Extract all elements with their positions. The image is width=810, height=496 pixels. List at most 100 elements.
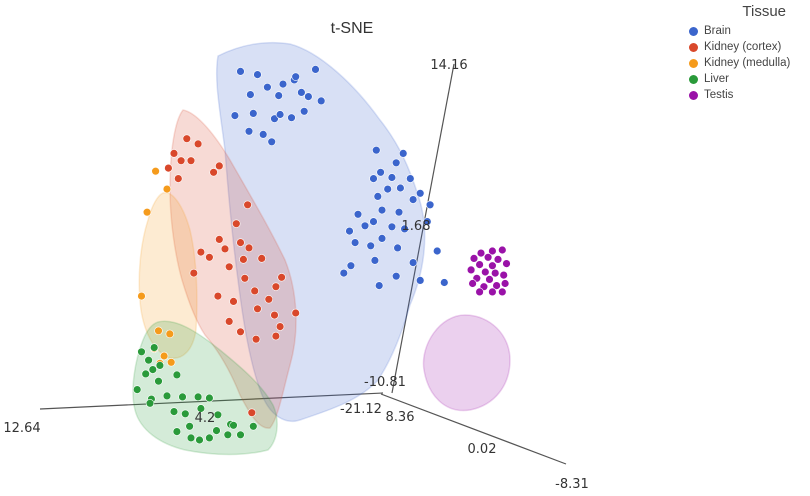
point-testis-19 — [475, 287, 484, 297]
point-liver-18 — [213, 410, 223, 419]
legend-item-brain[interactable]: Brain — [689, 23, 804, 39]
point-testis-6 — [475, 260, 484, 269]
point-brain-8 — [297, 88, 306, 97]
point-kidney-cortex-30 — [225, 317, 234, 326]
point-brain-47 — [366, 241, 375, 251]
point-kidney-cortex-35 — [251, 335, 261, 344]
point-brain-40 — [387, 222, 397, 232]
point-kidney-cortex-19 — [225, 262, 234, 271]
legend-swatch-kidney-cortex — [689, 42, 698, 52]
point-brain-11 — [274, 91, 283, 100]
point-brain-51 — [339, 268, 348, 278]
point-kidney-cortex-32 — [275, 322, 285, 331]
point-liver-10 — [162, 391, 172, 401]
point-kidney-cortex-28 — [253, 304, 262, 313]
point-liver-5 — [141, 369, 150, 379]
point-kidney-medulla-4 — [154, 326, 163, 335]
point-brain-28 — [396, 183, 405, 193]
point-brain-52 — [392, 272, 401, 281]
point-brain-48 — [370, 256, 380, 265]
point-brain-4 — [263, 82, 272, 92]
point-kidney-cortex-27 — [229, 297, 238, 306]
point-brain-17 — [275, 110, 285, 119]
point-brain-39 — [360, 221, 370, 231]
point-kidney-medulla-9 — [167, 358, 176, 367]
point-testis-7 — [488, 261, 497, 270]
point-kidney-cortex-4 — [186, 156, 196, 165]
point-testis-18 — [500, 279, 510, 288]
legend-item-kidney-medulla[interactable]: Kidney (medulla) — [689, 55, 804, 71]
point-liver-21 — [212, 426, 221, 435]
point-brain-33 — [425, 200, 435, 210]
hull-kidney-cortex — [169, 109, 297, 429]
tick-label-z-mid: 0.02 — [468, 442, 497, 457]
point-testis-1 — [488, 246, 497, 256]
point-testis-9 — [466, 265, 476, 275]
legend-label-kidney-medulla: Kidney (medulla) — [704, 57, 791, 69]
point-kidney-cortex-23 — [271, 282, 281, 291]
hull-brain — [215, 41, 426, 422]
point-brain-26 — [387, 173, 397, 182]
point-liver-16 — [181, 409, 190, 418]
point-liver-23 — [236, 430, 245, 439]
point-kidney-medulla-0 — [151, 167, 160, 176]
point-brain-45 — [393, 243, 402, 253]
point-liver-17 — [196, 404, 206, 413]
point-kidney-cortex-29 — [270, 310, 279, 320]
point-kidney-cortex-17 — [239, 255, 248, 264]
point-brain-21 — [372, 146, 381, 155]
point-brain-37 — [369, 217, 378, 226]
point-testis-3 — [469, 254, 479, 263]
point-kidney-cortex-24 — [250, 286, 259, 296]
point-testis-17 — [492, 281, 501, 290]
point-brain-46 — [433, 246, 442, 256]
point-testis-14 — [485, 275, 494, 284]
point-kidney-cortex-7 — [209, 168, 218, 177]
legend-swatch-kidney-medulla — [689, 58, 698, 68]
point-kidney-cortex-34 — [271, 331, 281, 341]
point-brain-5 — [278, 79, 288, 89]
point-kidney-cortex-0 — [182, 134, 192, 143]
point-liver-25 — [186, 433, 196, 443]
point-kidney-cortex-22 — [277, 273, 286, 282]
legend-swatch-testis — [689, 90, 698, 100]
point-brain-32 — [408, 195, 418, 204]
point-brain-54 — [375, 281, 384, 290]
point-brain-34 — [377, 205, 387, 215]
legend-item-testis[interactable]: Testis — [689, 87, 804, 103]
point-brain-36 — [394, 208, 404, 217]
tick-label-z-min: -8.31 — [555, 477, 589, 492]
point-testis-0 — [476, 248, 486, 258]
point-brain-15 — [270, 114, 279, 123]
point-kidney-medulla-3 — [137, 291, 146, 301]
point-kidney-cortex-2 — [169, 149, 179, 158]
point-testis-20 — [488, 287, 497, 297]
point-kidney-medulla-7 — [159, 351, 169, 361]
point-kidney-cortex-12 — [196, 247, 206, 257]
point-kidney-cortex-10 — [232, 219, 241, 228]
point-testis-5 — [493, 255, 503, 264]
point-brain-24 — [376, 168, 385, 177]
point-brain-6 — [291, 72, 300, 81]
point-brain-27 — [406, 174, 415, 183]
point-testis-12 — [499, 270, 508, 280]
point-testis-21 — [498, 287, 507, 297]
point-kidney-cortex-18 — [257, 254, 266, 263]
legend-item-liver[interactable]: Liver — [689, 71, 804, 87]
point-brain-30 — [416, 189, 425, 198]
point-brain-43 — [377, 234, 387, 243]
legend-label-brain: Brain — [704, 25, 731, 37]
point-liver-6 — [172, 370, 182, 380]
point-liver-1 — [137, 347, 146, 356]
point-testis-10 — [481, 267, 490, 277]
point-kidney-cortex-1 — [193, 139, 203, 149]
point-brain-23 — [392, 158, 401, 168]
point-brain-50 — [346, 261, 356, 270]
legend-item-kidney-cortex[interactable]: Kidney (cortex) — [689, 39, 804, 55]
legend-swatch-brain — [689, 26, 698, 36]
legend-label-kidney-cortex: Kidney (cortex) — [704, 41, 782, 53]
point-brain-12 — [300, 107, 309, 116]
point-liver-20 — [185, 422, 194, 431]
point-brain-0 — [236, 67, 245, 76]
point-liver-29 — [229, 421, 238, 430]
